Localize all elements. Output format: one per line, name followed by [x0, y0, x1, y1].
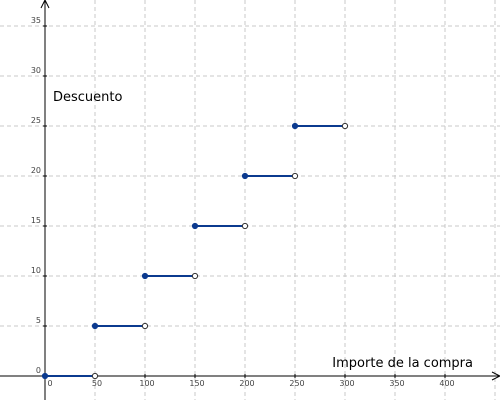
y-tick-label: 15 — [31, 216, 41, 225]
x-axis-label: Importe de la compra — [332, 356, 473, 371]
closed-endpoint — [291, 122, 299, 130]
closed-endpoint — [141, 272, 149, 280]
closed-endpoint — [191, 222, 199, 230]
y-tick-label: 20 — [31, 166, 41, 175]
x-axis-arrow — [491, 371, 500, 381]
y-axis-label: Descuento — [53, 90, 123, 105]
open-endpoint — [291, 172, 299, 180]
y-tick-label: 10 — [31, 266, 41, 275]
open-endpoint — [191, 272, 199, 280]
closed-endpoint — [91, 322, 99, 330]
tick-labels: 0 50 100 150 200 250 300 350 400 0 5 10 15 20 25 30 35 — [31, 16, 455, 388]
y-tick-label: 0 — [36, 366, 41, 375]
open-endpoint — [341, 122, 349, 130]
open-endpoint — [241, 222, 249, 230]
x-tick-label: 350 — [389, 379, 404, 388]
x-tick-label: 250 — [289, 379, 304, 388]
y-tick-label: 25 — [31, 116, 41, 125]
x-tick-label: 100 — [139, 379, 154, 388]
closed-endpoint — [41, 372, 49, 380]
closed-endpoint — [241, 172, 249, 180]
y-tick-label: 35 — [31, 16, 41, 25]
x-tick-label: 300 — [339, 379, 354, 388]
open-endpoint — [91, 372, 99, 380]
x-tick-label: 0 — [47, 379, 52, 388]
x-tick-label: 400 — [439, 379, 454, 388]
plot-area — [41, 122, 349, 380]
open-endpoint — [141, 322, 149, 330]
x-tick-label: 50 — [92, 379, 102, 388]
x-tick-label: 150 — [189, 379, 204, 388]
x-tick-label: 200 — [239, 379, 254, 388]
y-tick-label: 30 — [31, 66, 41, 75]
y-axis-arrow — [40, 0, 50, 9]
y-tick-label: 5 — [36, 316, 41, 325]
